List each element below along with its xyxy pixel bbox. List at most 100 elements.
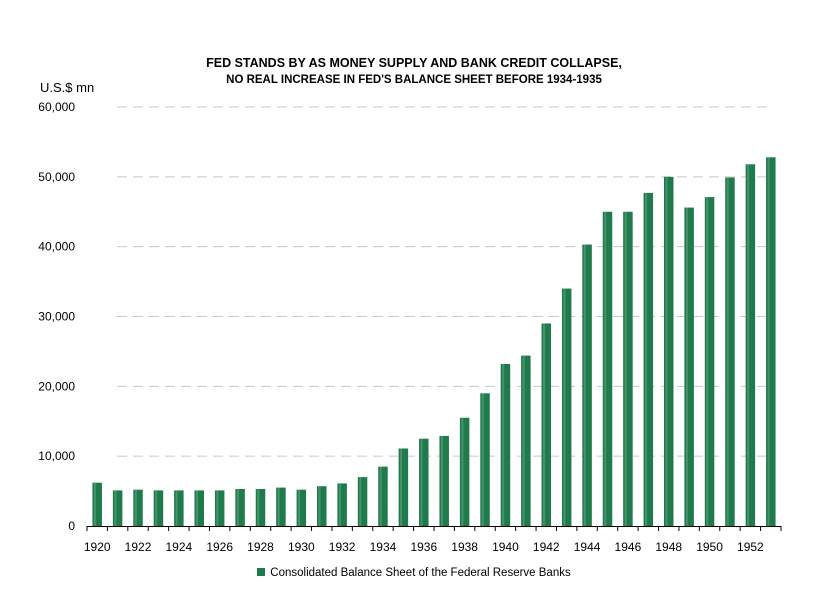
bar-highlight [767, 157, 770, 526]
bar-1936 [419, 438, 429, 526]
y-tick-label: 10,000 [38, 449, 75, 463]
bar-1949 [684, 207, 694, 526]
bar-1942 [541, 323, 552, 526]
bar-highlight [379, 466, 382, 526]
bar-highlight [420, 438, 423, 526]
x-tick-label: 1944 [574, 540, 601, 554]
bar-highlight [236, 488, 239, 526]
x-tick-label: 1946 [615, 540, 642, 554]
bar-highlight [583, 244, 586, 527]
bar-1952 [745, 164, 756, 526]
bar-1943 [561, 288, 572, 526]
bar-1934 [378, 466, 388, 526]
bar-highlight [400, 448, 403, 526]
chart-title: FED STANDS BY AS MONEY SUPPLY AND BANK C… [206, 56, 622, 70]
bar-highlight [277, 487, 280, 526]
bar-1950 [704, 197, 715, 526]
bar-1944 [582, 244, 592, 527]
bar-1930 [296, 489, 307, 526]
bar-1928 [255, 488, 266, 526]
bar-highlight [359, 477, 362, 526]
bar-highlight [155, 490, 158, 526]
bar-1921 [112, 490, 123, 526]
bar-1931 [316, 486, 327, 526]
bar-1939 [480, 393, 490, 526]
x-tick-label: 1938 [451, 540, 478, 554]
bar-highlight [114, 490, 117, 526]
bar-1947 [643, 192, 654, 526]
bar-1946 [623, 211, 633, 526]
bar-1927 [235, 488, 245, 526]
bar-1945 [602, 211, 613, 526]
x-tick-label: 1948 [655, 540, 682, 554]
y-axis-label: U.S.$ mn [40, 80, 95, 95]
bar-1924 [174, 490, 184, 526]
bar-1953 [766, 157, 776, 526]
bar-highlight [747, 164, 750, 526]
bar-highlight [440, 435, 443, 526]
bar-highlight [726, 177, 729, 526]
x-tick-label: 1932 [329, 540, 356, 554]
legend-label: Consolidated Balance Sheet of the Federa… [270, 567, 571, 579]
bar-highlight [318, 486, 321, 526]
y-axis-ticks: 0 10,000 20,000 30,000 40,000 50,000 60,000 [38, 100, 75, 533]
y-tick-label: 60,000 [38, 100, 75, 114]
x-tick-label: 1928 [247, 540, 274, 554]
x-axis: 1920 1922 1924 1926 1928 1930 1932 1934 1936 1938… [84, 526, 782, 554]
bar-highlight [502, 363, 505, 526]
legend: Consolidated Balance Sheet of the Federa… [0, 567, 828, 579]
y-tick-label: 50,000 [38, 170, 75, 184]
bar-highlight [563, 288, 566, 526]
bar-highlight [624, 211, 627, 526]
bar-1938 [459, 417, 470, 526]
x-tick-label: 1934 [370, 540, 397, 554]
bar-1929 [276, 487, 286, 526]
bar-highlight [604, 211, 607, 526]
bar-1948 [663, 176, 674, 527]
y-tick-label: 0 [68, 519, 75, 533]
x-tick-label: 1920 [84, 540, 111, 554]
bars [92, 157, 776, 527]
x-tick-label: 1942 [533, 540, 560, 554]
bar-highlight [706, 197, 709, 526]
legend-swatch [257, 567, 266, 576]
bar-highlight [196, 490, 199, 526]
y-tick-label: 40,000 [38, 240, 75, 254]
x-tick-label: 1924 [166, 540, 193, 554]
bar-1923 [153, 490, 164, 526]
bar-highlight [298, 489, 301, 526]
bar-1935 [398, 448, 409, 526]
x-tick-label: 1950 [696, 540, 723, 554]
bar-highlight [175, 490, 178, 526]
x-tick-label: 1940 [492, 540, 519, 554]
bar-1925 [194, 490, 205, 526]
bar-highlight [522, 355, 525, 526]
x-tick-label: 1952 [737, 540, 764, 554]
bar-highlight [338, 483, 341, 526]
bar-highlight [93, 482, 96, 526]
y-tick-label: 30,000 [38, 310, 75, 324]
bar-1926 [214, 490, 225, 526]
bar-highlight [665, 176, 668, 527]
bar-highlight [257, 488, 260, 526]
bar-highlight [481, 393, 484, 526]
bar-1941 [521, 355, 531, 526]
bar-highlight [134, 489, 137, 526]
bar-highlight [216, 490, 219, 526]
x-tick-label: 1930 [288, 540, 315, 554]
x-tick-label: 1922 [125, 540, 152, 554]
bar-1951 [725, 177, 735, 526]
bar-highlight [685, 207, 688, 526]
bar-1940 [500, 363, 511, 526]
x-tick-label: 1926 [206, 540, 233, 554]
bar-1922 [133, 489, 143, 526]
bar-1920 [92, 482, 102, 526]
bar-highlight [645, 192, 648, 526]
bar-1933 [357, 477, 368, 526]
bar-highlight [461, 417, 464, 526]
y-tick-label: 20,000 [38, 379, 75, 393]
bar-1937 [439, 435, 449, 526]
bar-1932 [337, 483, 347, 526]
bar-highlight [543, 323, 546, 526]
